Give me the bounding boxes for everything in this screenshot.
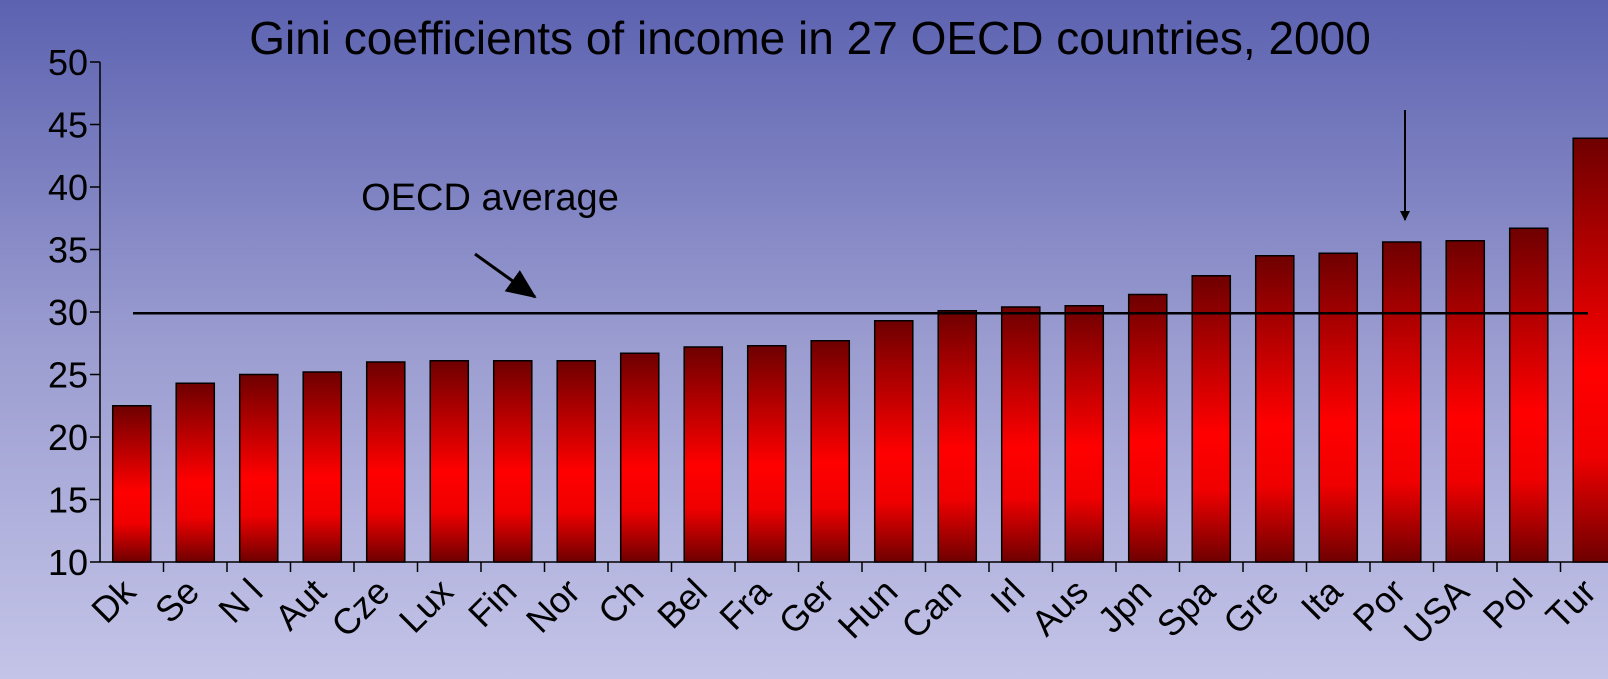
y-tick-label: 45 bbox=[48, 105, 88, 146]
bar bbox=[1064, 305, 1105, 563]
bar bbox=[556, 360, 597, 563]
bar bbox=[238, 373, 279, 563]
bar bbox=[810, 340, 851, 563]
bar bbox=[1191, 275, 1232, 563]
bar bbox=[619, 352, 660, 563]
bar bbox=[1445, 240, 1486, 563]
bar bbox=[937, 310, 978, 563]
bar bbox=[1127, 293, 1168, 563]
bar bbox=[302, 371, 343, 563]
y-tick-label: 40 bbox=[48, 167, 88, 208]
bar bbox=[175, 382, 216, 563]
y-tick-label: 10 bbox=[48, 542, 88, 583]
y-tick-label: 15 bbox=[48, 480, 88, 521]
bar bbox=[1508, 227, 1549, 563]
y-tick-label: 30 bbox=[48, 292, 88, 333]
bar bbox=[492, 360, 533, 563]
bar bbox=[683, 346, 724, 563]
bar bbox=[1254, 255, 1295, 563]
bar bbox=[111, 405, 152, 563]
annotation-arrow bbox=[474, 252, 537, 299]
y-tick-label: 50 bbox=[48, 42, 88, 83]
y-tick-label: 20 bbox=[48, 417, 88, 458]
bar bbox=[1318, 252, 1359, 563]
y-tick-label: 25 bbox=[48, 355, 88, 396]
bar bbox=[746, 345, 787, 563]
y-tick-label: 35 bbox=[48, 230, 88, 271]
bar bbox=[1000, 306, 1041, 563]
bar bbox=[365, 361, 406, 563]
bar bbox=[873, 320, 914, 563]
chart-title: Gini coefficients of income in 27 OECD c… bbox=[249, 12, 1371, 64]
bar bbox=[429, 360, 470, 563]
bar bbox=[1572, 137, 1608, 563]
bar bbox=[1381, 241, 1422, 563]
annotation: OECD average bbox=[361, 177, 619, 219]
